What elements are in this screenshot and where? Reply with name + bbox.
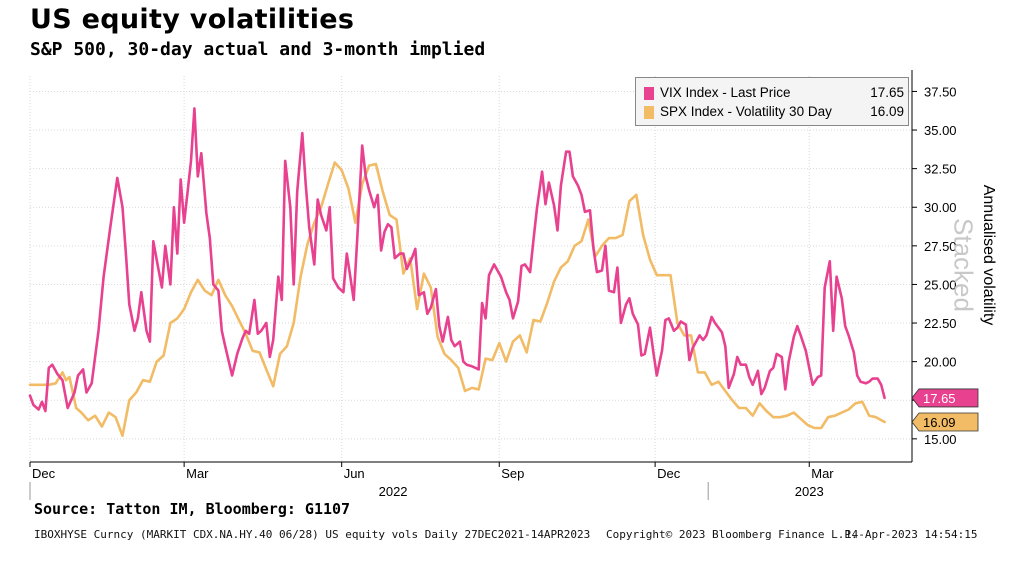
y-tick-label: 35.00 — [924, 123, 957, 138]
y-tick-label: 20.00 — [924, 355, 957, 370]
series-line-spx — [28, 161, 886, 438]
y-axis-label: Annualised volatility — [980, 184, 997, 326]
x-year-label: 2022 — [379, 484, 408, 499]
axes: 15.0017.5020.0022.5025.0027.5030.0032.50… — [29, 70, 979, 500]
footer-copyright: Copyright© 2023 Bloomberg Finance L.P. — [606, 528, 858, 541]
y-tick-label: 22.50 — [924, 316, 957, 331]
x-tick-label: Dec — [657, 466, 681, 481]
y-tick-label: 30.00 — [924, 200, 957, 215]
x-tick-label: Jun — [344, 466, 365, 481]
legend-item-vix: VIX Index - Last Price 17.65 — [644, 83, 906, 103]
legend-value-spx: 16.09 — [870, 104, 904, 119]
chart-title: US equity volatilities — [30, 4, 355, 35]
series-line-vix — [28, 107, 886, 413]
y-tick-label: 27.50 — [924, 239, 957, 254]
x-tick-label: Mar — [186, 466, 209, 481]
source-note: Source: Tatton IM, Bloomberg: G1107 — [34, 500, 351, 518]
legend-label-spx: SPX Index - Volatility 30 Day — [660, 104, 832, 119]
legend: VIX Index - Last Price 17.65 SPX Index -… — [635, 77, 909, 126]
y-tick-label: 15.00 — [924, 432, 957, 447]
x-tick-label: Dec — [32, 466, 56, 481]
last-value-tag-bg — [911, 412, 979, 432]
y-tick-label: 32.50 — [924, 162, 957, 177]
footer-ticker-info: IBOXHYSE Curncy (MARKIT CDX.NA.HY.40 06/… — [34, 528, 591, 541]
legend-item-spx: SPX Index - Volatility 30 Day 16.09 — [644, 102, 906, 122]
last-value-tag-text: 17.65 — [923, 391, 956, 406]
footer-timestamp: 14-Apr-2023 14:54:15 — [845, 528, 978, 541]
series-lines — [28, 107, 886, 438]
chart-subtitle: S&P 500, 30-day actual and 3-month impli… — [30, 39, 486, 60]
x-tick-label: Sep — [501, 466, 524, 481]
legend-swatch-vix — [644, 87, 654, 100]
legend-label-vix: VIX Index - Last Price — [660, 85, 791, 100]
y-tick-label: 25.00 — [924, 277, 957, 292]
y-tick-label: 37.50 — [924, 84, 957, 99]
last-value-tag-vix: 17.65 — [911, 388, 979, 408]
last-value-tag-bg — [911, 388, 979, 408]
last-value-tag-spx: 16.09 — [911, 412, 979, 432]
x-year-label: 2023 — [795, 484, 824, 499]
x-tick-label: Mar — [811, 466, 834, 481]
legend-value-vix: 17.65 — [870, 85, 904, 100]
legend-swatch-spx — [644, 106, 654, 119]
last-value-tag-text: 16.09 — [923, 415, 956, 430]
